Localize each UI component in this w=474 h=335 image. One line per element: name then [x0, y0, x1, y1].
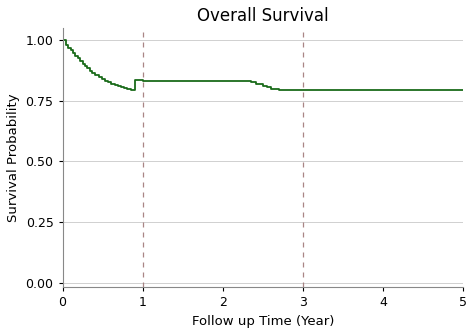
Y-axis label: Survival Probability: Survival Probability [7, 93, 20, 222]
X-axis label: Follow up Time (Year): Follow up Time (Year) [191, 315, 334, 328]
Title: Overall Survival: Overall Survival [197, 7, 328, 25]
